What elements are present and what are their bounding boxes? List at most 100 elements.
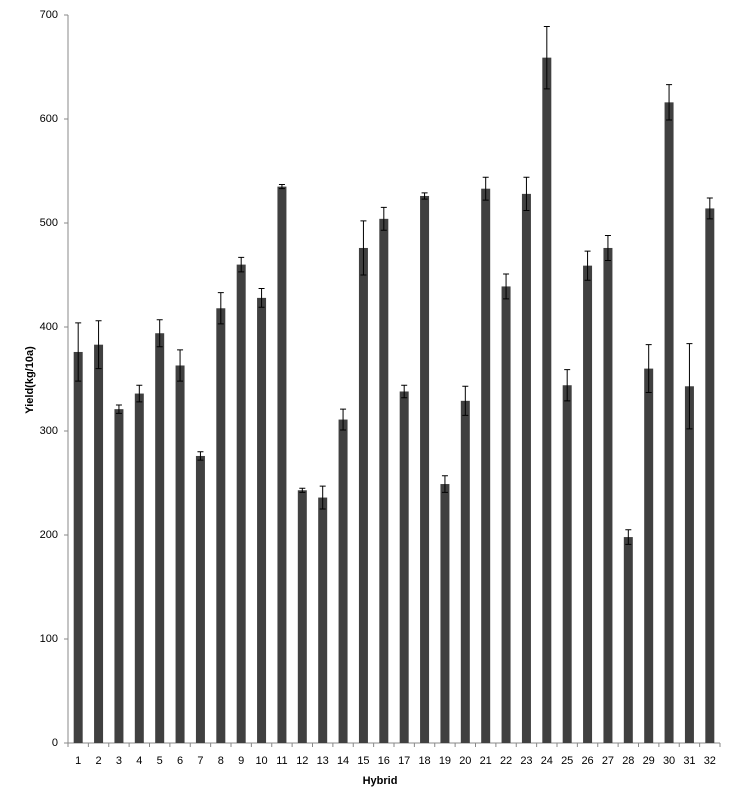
- bar: [481, 188, 491, 743]
- bar: [175, 365, 185, 743]
- bar: [338, 419, 348, 743]
- x-tick-label: 29: [643, 755, 655, 767]
- error-bar: [136, 384, 143, 403]
- y-tick-label: 500: [40, 217, 58, 229]
- x-axis-label: Hybrid: [363, 775, 398, 787]
- error-bar: [706, 197, 713, 220]
- y-tick-label: 400: [40, 321, 58, 333]
- bar: [277, 186, 287, 744]
- bar: [684, 386, 694, 743]
- error-bar: [380, 206, 387, 231]
- bar: [236, 264, 246, 743]
- bar: [73, 351, 83, 743]
- error-bar: [482, 176, 489, 201]
- x-tick-label: 13: [317, 755, 329, 767]
- error-bar: [319, 485, 326, 510]
- x-tick-label: 32: [704, 755, 716, 767]
- x-tick-label: 22: [500, 755, 512, 767]
- x-tick-label: 28: [622, 755, 634, 767]
- y-tick-label: 700: [40, 9, 58, 21]
- x-tick-label: 21: [480, 755, 492, 767]
- x-tick-label: 27: [602, 755, 614, 767]
- y-axis-label: Yield(kg/10a): [24, 346, 36, 414]
- bar: [216, 308, 226, 743]
- x-tick-label: 2: [96, 755, 102, 767]
- bar: [399, 391, 409, 743]
- x-tick-label: 6: [177, 755, 183, 767]
- error-bar: [299, 487, 306, 493]
- x-tick-label: 14: [337, 755, 349, 767]
- bar: [603, 247, 613, 743]
- bar: [644, 368, 654, 743]
- y-tick-label: 200: [40, 529, 58, 541]
- x-tick-label: 26: [581, 755, 593, 767]
- x-tick-label: 31: [683, 755, 695, 767]
- error-bar: [503, 273, 510, 300]
- error-bar: [584, 250, 591, 281]
- error-bar: [75, 322, 82, 382]
- error-bar: [401, 384, 408, 399]
- x-tick-label: 9: [238, 755, 244, 767]
- error-bar: [238, 256, 245, 273]
- error-bar: [686, 343, 693, 430]
- error-bar: [604, 234, 611, 261]
- bar: [358, 247, 368, 743]
- bar: [664, 102, 674, 744]
- x-tick-label: 8: [218, 755, 224, 767]
- x-tick-label: 19: [439, 755, 451, 767]
- error-bar: [625, 529, 632, 545]
- error-bar: [340, 408, 347, 431]
- error-bar: [217, 292, 224, 325]
- bar: [297, 490, 307, 743]
- x-tick-label: 1: [75, 755, 81, 767]
- x-tick-label: 18: [418, 755, 430, 767]
- error-bar: [441, 475, 448, 493]
- x-tick-label: 5: [157, 755, 163, 767]
- error-bar: [197, 451, 204, 461]
- x-tick-label: 23: [520, 755, 532, 767]
- error-bar: [258, 288, 265, 308]
- error-bar: [543, 25, 550, 90]
- bar: [134, 393, 144, 743]
- bar: [521, 193, 531, 743]
- x-tick-label: 24: [541, 755, 553, 767]
- bar: [195, 455, 205, 743]
- bar: [623, 537, 633, 743]
- x-tick-label: 12: [296, 755, 308, 767]
- bar: [94, 344, 104, 743]
- x-tick-label: 7: [197, 755, 203, 767]
- error-bar: [421, 192, 428, 200]
- y-tick-label: 600: [40, 113, 58, 125]
- bar: [420, 195, 430, 743]
- error-bar: [115, 404, 122, 414]
- error-bar: [278, 184, 285, 190]
- x-tick-label: 4: [136, 755, 142, 767]
- bar: [562, 385, 572, 743]
- x-tick-label: 3: [116, 755, 122, 767]
- x-tick-label: 17: [398, 755, 410, 767]
- error-bar: [177, 349, 184, 382]
- x-tick-label: 30: [663, 755, 675, 767]
- error-bar: [645, 344, 652, 394]
- y-tick-label: 300: [40, 425, 58, 437]
- y-tick-label: 100: [40, 633, 58, 645]
- bar: [501, 286, 511, 743]
- error-bar: [564, 369, 571, 402]
- bar: [379, 218, 389, 744]
- error-bar: [95, 320, 102, 370]
- x-tick-label: 11: [276, 755, 287, 767]
- bar: [542, 57, 552, 743]
- bar: [460, 400, 470, 743]
- bar: [155, 333, 165, 743]
- bar: [318, 497, 328, 743]
- bar: [583, 265, 593, 743]
- bar: [440, 484, 450, 743]
- error-bar: [156, 319, 163, 348]
- error-bar: [360, 220, 367, 276]
- bar: [257, 297, 267, 743]
- error-bar: [462, 385, 469, 416]
- x-tick-label: 20: [459, 755, 471, 767]
- y-tick-label: 0: [52, 737, 58, 749]
- x-tick-label: 16: [378, 755, 390, 767]
